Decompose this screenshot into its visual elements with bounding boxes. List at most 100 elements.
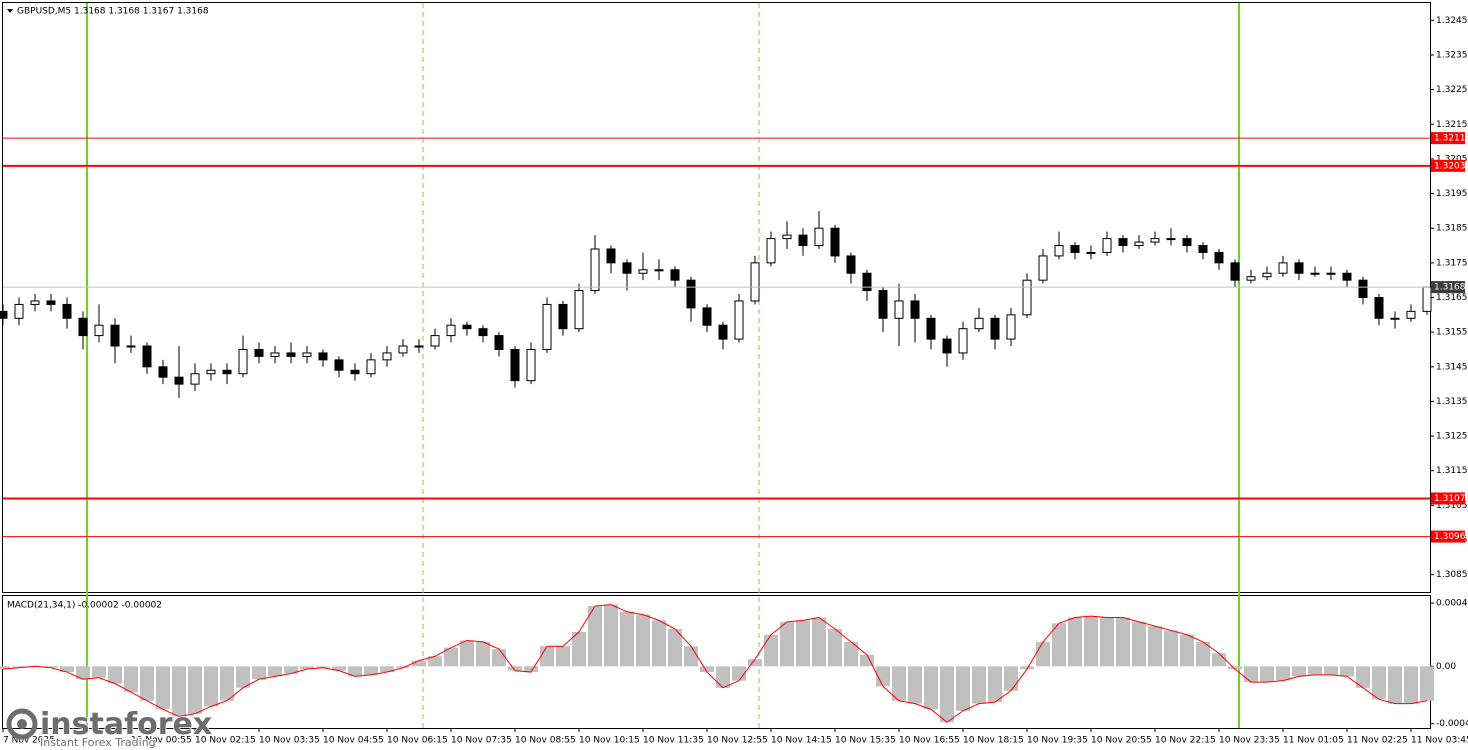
candle-body: [254, 348, 264, 357]
macd-bar: [1148, 626, 1162, 667]
x-tick-label: 10 Nov 10:15: [579, 736, 640, 746]
macd-bar: [636, 614, 650, 667]
x-tick-label: 10 Nov 22:15: [1155, 736, 1216, 746]
x-tick-label: 10 Nov 07:35: [451, 736, 512, 746]
y-tick-label: 1.3195: [1436, 189, 1468, 199]
candle-body: [542, 303, 552, 350]
level-badge: [1431, 281, 1465, 294]
candle-body: [478, 328, 488, 337]
y-tick-label: 0.00: [1436, 662, 1456, 672]
candle-body: [142, 345, 152, 368]
macd-bar: [1132, 621, 1146, 667]
macd-bar: [1116, 617, 1130, 667]
level-badge: [1431, 530, 1465, 543]
macd-bar: [332, 666, 346, 671]
macd-bar: [1324, 666, 1338, 675]
x-tick-label: 10 Nov 02:15: [195, 736, 256, 746]
price-pane: [2, 2, 1431, 593]
x-tick-label: 10 Nov 04:55: [323, 736, 384, 746]
x-tick-label: 10 Nov 18:15: [963, 736, 1024, 746]
macd-bar: [652, 620, 666, 667]
macd-bar: [1164, 630, 1178, 667]
x-tick-label: 10 Nov 20:55: [1091, 736, 1152, 746]
macd-bar: [1180, 634, 1194, 667]
y-tick-label: 1.3205: [1436, 154, 1468, 164]
candle-body: [1342, 272, 1352, 281]
candle-body: [990, 317, 1000, 340]
macd-bar: [12, 666, 26, 668]
macd-bar: [764, 634, 778, 667]
macd-bar: [508, 666, 522, 671]
macd-bar: [204, 666, 218, 707]
candle-body: [766, 238, 776, 264]
candle-body: [1022, 279, 1032, 316]
session-lines: [86, 3, 1240, 728]
x-tick-label: 10 Nov 15:35: [835, 736, 896, 746]
macd-bar: [1260, 666, 1274, 683]
macd-bar: [1228, 666, 1242, 670]
candle-body: [862, 272, 872, 292]
candle-body: [1182, 238, 1192, 247]
macd-bar: [796, 620, 810, 667]
x-tick-label: 11 Nov 03:45: [1411, 736, 1468, 746]
candle-body: [1294, 262, 1304, 274]
candle-body: [782, 234, 792, 240]
level-label: 1.3203: [1434, 161, 1466, 171]
candle-body: [190, 373, 200, 385]
macd-bar: [300, 666, 314, 670]
y-tick-label: 1.3145: [1436, 362, 1468, 372]
macd-bar: [156, 666, 170, 710]
candle-body: [622, 262, 632, 274]
y-tick-label: 0.00044: [1436, 599, 1468, 609]
candle-body: [1118, 238, 1128, 247]
macd-bar: [1404, 666, 1418, 704]
candle-body: [878, 290, 888, 319]
macd-bar: [924, 666, 938, 710]
level-badge: [1431, 492, 1465, 505]
candle-body: [462, 324, 472, 330]
y-tick-label: 1.3165: [1436, 293, 1468, 303]
macd-bar: [1308, 666, 1322, 675]
candle-body: [270, 352, 280, 357]
macd-bar: [1052, 623, 1066, 667]
macd-bar: [268, 666, 282, 677]
macd-bar: [828, 629, 842, 667]
macd-bar: [348, 666, 362, 677]
macd-bar: [1420, 666, 1434, 701]
macd-bar: [732, 666, 746, 681]
macd-bar: [364, 666, 378, 675]
macd-bar: [172, 666, 186, 717]
y-tick-label: 1.3085: [1436, 570, 1468, 580]
macd-bar: [556, 646, 570, 667]
macd-bar: [716, 666, 730, 688]
candle-body: [1358, 279, 1368, 299]
y-tick-label: 1.3125: [1436, 432, 1468, 442]
macd-bar: [76, 666, 90, 680]
macd-bar: [188, 666, 202, 714]
candle-body: [382, 352, 392, 361]
candle-body: [910, 300, 920, 319]
candle-body: [206, 369, 216, 375]
candle-body: [894, 300, 904, 319]
candle-body: [974, 317, 984, 330]
macd-bar: [476, 641, 490, 667]
macd-bar: [108, 666, 122, 684]
candle-body: [110, 324, 120, 347]
candle-body: [366, 359, 376, 375]
level-label: 1.3211: [1434, 134, 1466, 144]
y-tick-label: 1.3215: [1436, 120, 1468, 130]
candle-body: [174, 376, 184, 385]
candle-body: [718, 324, 728, 340]
candle-body: [734, 300, 744, 340]
candle-body: [670, 269, 680, 281]
y-tick-label: -0.0004: [1436, 719, 1468, 729]
candle-body: [30, 300, 40, 305]
candle-body: [1214, 251, 1224, 264]
y-tick-label: 1.3115: [1436, 466, 1468, 476]
y-tick-label: 1.3245: [1436, 16, 1468, 26]
macd-bar: [1004, 666, 1018, 691]
x-tick-label: 10 Nov 08:55: [515, 736, 576, 746]
macd-bar: [956, 666, 970, 711]
macd-bar: [860, 654, 874, 667]
candle-body: [750, 262, 760, 302]
